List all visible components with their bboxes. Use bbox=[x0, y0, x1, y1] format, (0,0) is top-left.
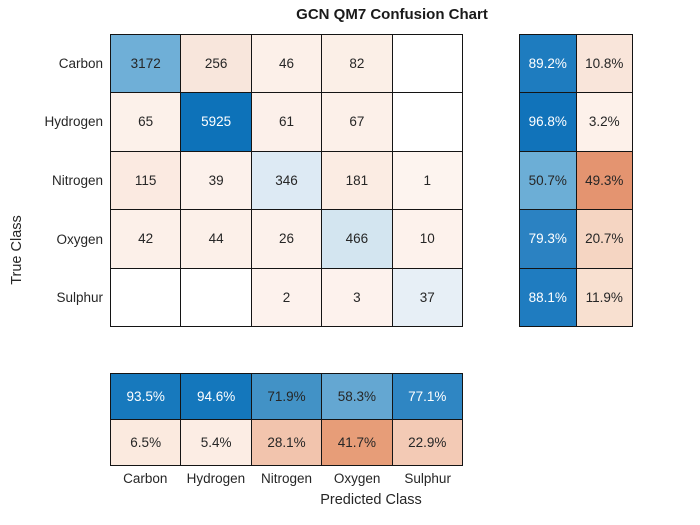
matrix-cell: 181 bbox=[322, 151, 392, 210]
predicted-class-tick: Hydrogen bbox=[186, 470, 246, 486]
col-summary-cell: 93.5% bbox=[111, 374, 181, 419]
col-summary-cell: 94.6% bbox=[181, 374, 251, 419]
predicted-class-tick: Oxygen bbox=[333, 470, 381, 486]
matrix-cell: 37 bbox=[392, 268, 462, 326]
true-class-tick: Sulphur bbox=[56, 290, 103, 306]
matrix-cell: 61 bbox=[251, 93, 322, 151]
x-axis-label: Predicted Class bbox=[320, 492, 422, 508]
row-summary-cell: 11.9% bbox=[576, 268, 632, 326]
matrix-cell: 115 bbox=[111, 151, 181, 210]
true-class-tick: Nitrogen bbox=[51, 172, 103, 188]
matrix-cell: 3172 bbox=[111, 35, 181, 93]
matrix-cell bbox=[111, 268, 181, 326]
matrix-cell: 1 bbox=[392, 151, 462, 210]
matrix-cell bbox=[181, 268, 251, 326]
true-class-tick: Hydrogen bbox=[44, 114, 103, 130]
matrix-cell: 2 bbox=[251, 268, 322, 326]
col-summary-cell: 41.7% bbox=[322, 420, 392, 465]
matrix-cell: 26 bbox=[251, 210, 322, 268]
matrix-cell: 44 bbox=[181, 210, 251, 268]
col-summary-cell: 6.5% bbox=[111, 420, 181, 465]
col-summary-cell: 71.9% bbox=[251, 374, 322, 419]
row-summary-cell: 96.8% bbox=[520, 93, 576, 151]
row-summary-grid: 89.2% 10.8% 96.8% 3.2% 50.7% 49.3% 79.3% 20.7% 8… bbox=[519, 34, 633, 327]
row-summary-cell: 88.1% bbox=[520, 268, 576, 326]
col-summary-cell: 28.1% bbox=[251, 420, 322, 465]
predicted-class-tick-labels: Carbon Hydrogen Nitrogen Oxygen Sulphur bbox=[110, 469, 463, 487]
matrix-cell: 5925 bbox=[181, 93, 251, 151]
row-summary-cell: 79.3% bbox=[520, 210, 576, 268]
matrix-cell: 346 bbox=[251, 151, 322, 210]
true-class-tick: Oxygen bbox=[56, 231, 103, 247]
matrix-cell: 82 bbox=[322, 35, 392, 93]
col-summary-cell: 22.9% bbox=[392, 420, 462, 465]
matrix-cell bbox=[392, 35, 462, 93]
matrix-cell: 65 bbox=[111, 93, 181, 151]
true-class-tick: Carbon bbox=[58, 55, 103, 71]
row-summary-cell: 20.7% bbox=[576, 210, 632, 268]
matrix-cell: 46 bbox=[251, 35, 322, 93]
row-summary-cell: 49.3% bbox=[576, 151, 632, 210]
row-summary-cell: 89.2% bbox=[520, 35, 576, 93]
matrix-cell bbox=[392, 93, 462, 151]
matrix-cell: 10 bbox=[392, 210, 462, 268]
matrix-cell: 256 bbox=[181, 35, 251, 93]
matrix-cell: 466 bbox=[322, 210, 392, 268]
row-summary-cell: 10.8% bbox=[576, 35, 632, 93]
predicted-class-tick: Nitrogen bbox=[260, 470, 312, 486]
column-summary-grid: 93.5% 94.6% 71.9% 58.3% 77.1% 6.5% 5.4% 28.1% 41… bbox=[110, 373, 463, 466]
col-summary-cell: 58.3% bbox=[322, 374, 392, 419]
row-summary-cell: 3.2% bbox=[576, 93, 632, 151]
matrix-cell: 42 bbox=[111, 210, 181, 268]
chart-title: GCN QM7 Confusion Chart bbox=[296, 6, 488, 23]
col-summary-cell: 77.1% bbox=[392, 374, 462, 419]
col-summary-cell: 5.4% bbox=[181, 420, 251, 465]
confusion-matrix-grid: 3172 256 46 82 65 5925 61 67 115 39 346 181 1 42 44 26 4… bbox=[110, 34, 463, 327]
predicted-class-tick: Sulphur bbox=[404, 470, 451, 486]
row-summary-cell: 50.7% bbox=[520, 151, 576, 210]
matrix-cell: 67 bbox=[322, 93, 392, 151]
predicted-class-tick: Carbon bbox=[123, 470, 168, 486]
matrix-cell: 39 bbox=[181, 151, 251, 210]
matrix-cell: 3 bbox=[322, 268, 392, 326]
true-class-tick-labels: Carbon Hydrogen Nitrogen Oxygen Sulphur bbox=[0, 34, 103, 327]
